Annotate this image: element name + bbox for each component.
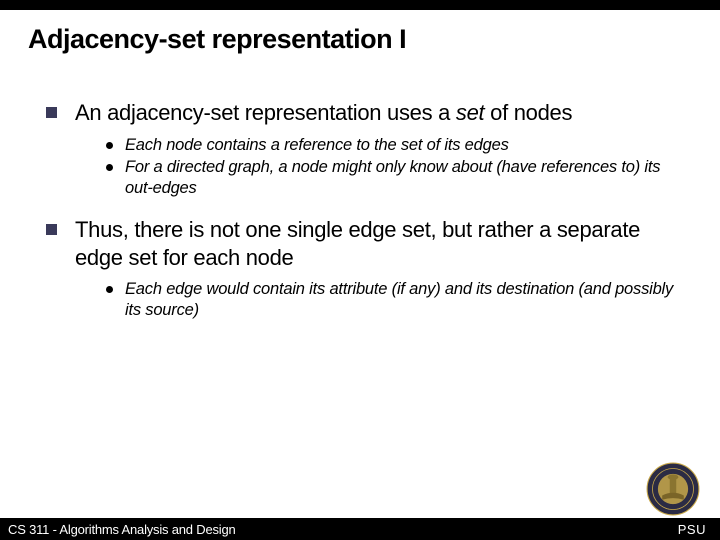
university-seal-icon [646, 462, 700, 516]
bullet-level2: Each node contains a reference to the se… [106, 135, 674, 156]
bullet-level1: Thus, there is not one single edge set, … [46, 216, 674, 271]
sub-bullet-text: Each node contains a reference to the se… [125, 135, 509, 156]
round-bullet-icon [106, 164, 113, 171]
slide-content: An adjacency-set representation uses a s… [0, 61, 720, 321]
sub-bullet-text: Each edge would contain its attribute (i… [125, 279, 674, 320]
footer-university-label: PSU [678, 522, 706, 537]
slide-footer: CS 311 - Algorithms Analysis and Design … [0, 518, 720, 540]
footer-course-label: CS 311 - Algorithms Analysis and Design [8, 522, 236, 537]
round-bullet-icon [106, 142, 113, 149]
round-bullet-icon [106, 286, 113, 293]
sub-bullet-list: Each edge would contain its attribute (i… [106, 279, 674, 320]
top-accent-bar [0, 0, 720, 10]
square-bullet-icon [46, 107, 57, 118]
square-bullet-icon [46, 224, 57, 235]
sub-bullet-list: Each node contains a reference to the se… [106, 135, 674, 199]
bullet-level2: Each edge would contain its attribute (i… [106, 279, 674, 320]
sub-bullet-text: For a directed graph, a node might only … [125, 157, 674, 198]
bullet-text: An adjacency-set representation uses a s… [75, 99, 572, 127]
bullet-text: Thus, there is not one single edge set, … [75, 216, 674, 271]
slide-title: Adjacency-set representation I [0, 10, 720, 61]
bullet-level2: For a directed graph, a node might only … [106, 157, 674, 198]
bullet-level1: An adjacency-set representation uses a s… [46, 99, 674, 127]
